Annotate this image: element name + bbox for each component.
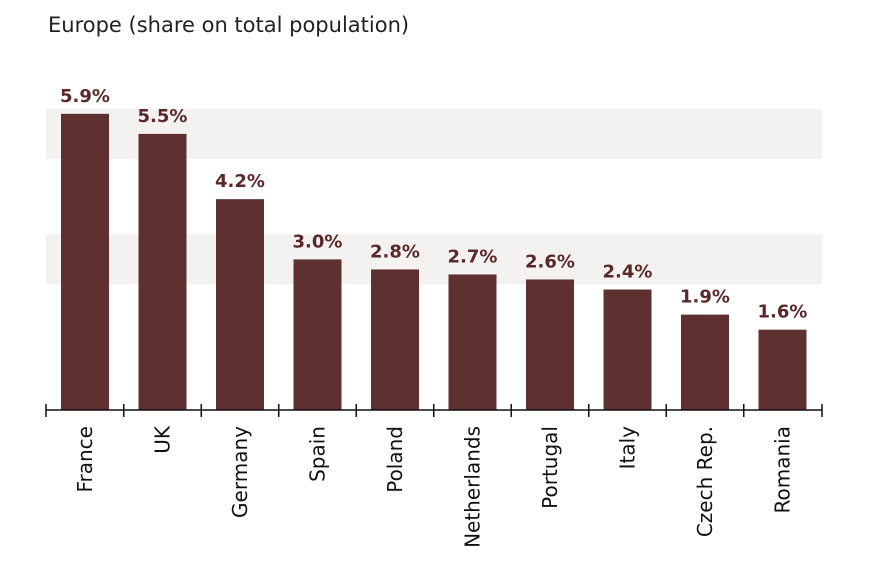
category-label: Italy — [616, 426, 640, 470]
bar-netherlands — [448, 274, 497, 410]
bar-france — [61, 113, 109, 410]
bar-czech-rep — [681, 314, 729, 410]
category-label: Poland — [383, 426, 407, 493]
bar-poland — [371, 269, 419, 410]
value-label: 2.6% — [525, 251, 575, 272]
category-label: Spain — [306, 426, 330, 482]
value-label: 2.4% — [603, 262, 653, 283]
bar-uk — [138, 133, 187, 410]
value-label: 5.9% — [60, 86, 110, 107]
value-label: 2.7% — [448, 246, 498, 267]
bar-spain — [293, 259, 342, 410]
value-label: 1.9% — [680, 287, 730, 308]
category-label: Czech Rep. — [693, 426, 717, 537]
category-label: Germany — [228, 426, 252, 518]
category-label: Portugal — [538, 426, 562, 509]
value-label: 4.2% — [215, 171, 265, 192]
category-label: France — [73, 426, 97, 493]
category-label: UK — [151, 425, 175, 454]
chart-title: Europe (share on total population) — [48, 13, 410, 37]
bar-germany — [216, 199, 264, 410]
category-label: Netherlands — [461, 426, 485, 548]
value-label: 2.8% — [370, 241, 420, 262]
value-label: 5.5% — [138, 106, 188, 127]
bar-italy — [603, 289, 652, 410]
value-label: 1.6% — [758, 302, 808, 323]
value-label: 3.0% — [293, 231, 343, 252]
bar-romania — [758, 329, 807, 410]
bar-portugal — [526, 279, 574, 410]
category-label: Romania — [771, 426, 795, 513]
